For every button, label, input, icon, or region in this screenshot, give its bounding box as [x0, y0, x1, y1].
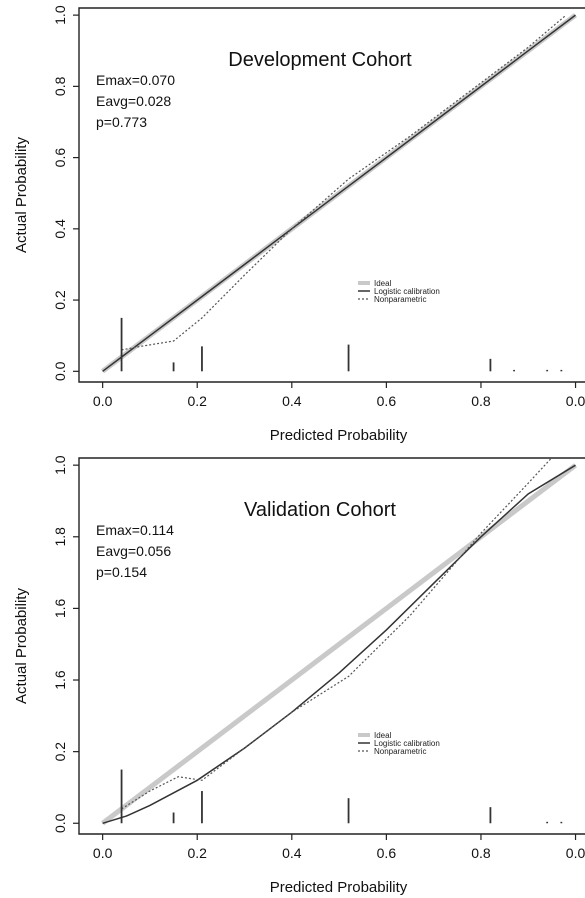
- development-stat-p-value: p=0.773: [96, 114, 147, 130]
- development-stat-emax: Emax=0.070: [96, 72, 175, 88]
- validation-stat-p-value: p=0.154: [96, 564, 147, 580]
- validation-y-tick-label: 0.0: [52, 813, 68, 833]
- development-legend-nonparametric-label: Nonparametric: [374, 295, 426, 304]
- validation-legend-nonparametric-label: Nonparametric: [374, 747, 426, 756]
- validation-x-tick-label: 0.6: [377, 845, 397, 861]
- development-y-axis-title: Actual Probability: [13, 137, 30, 253]
- development-stat-eavg: Eavg=0.028: [96, 93, 171, 109]
- development-y-tick-label: 1.0: [52, 5, 68, 25]
- validation-logistic-calibration-line: [102, 464, 576, 825]
- validation-x-tick-label: 0.0: [566, 845, 585, 861]
- validation-stat-emax: Emax=0.114: [96, 522, 174, 538]
- validation-x-tick-label: 0.0: [93, 845, 113, 861]
- validation-y-tick-label: 1.0: [52, 455, 68, 475]
- validation-y-axis-title: Actual Probability: [13, 588, 30, 704]
- development-x-axis-title: Predicted Probability: [270, 427, 408, 444]
- validation-ideal-line: [101, 463, 578, 826]
- development-x-tick-label: 0.0: [566, 393, 585, 409]
- validation-plot-frame: [78, 457, 585, 835]
- validation-chart-svg: 0.0 0.2 0.4 0.6 0.8 0.0 0.0 0.2 1.6 1.6 1.8 1.0 Pred…: [13, 455, 585, 896]
- development-y-tick-label: 0.6: [52, 148, 68, 168]
- development-legend-logistic-calibration-label: Logistic calibration: [374, 287, 440, 296]
- development-x-tick-label: 0.6: [377, 393, 397, 409]
- validation-x-tick-label: 0.2: [187, 845, 207, 861]
- development-y-tick-label: 0.4: [52, 219, 68, 239]
- development-x-tick-label: 0.0: [93, 393, 113, 409]
- validation-y-tick-label: 0.2: [52, 742, 68, 762]
- validation-x-axis-title: Predicted Probability: [270, 879, 408, 896]
- development-nonparametric-line: [121, 14, 567, 351]
- validation-x-tick-label: 0.4: [282, 845, 302, 861]
- development-chart-svg: 0.0 0.2 0.4 0.6 0.8 0.0 0.0 0.2 0.4 0.6 0.8 1.0 Pred…: [13, 5, 585, 444]
- validation-calibration-plot: 0.0 0.2 0.4 0.6 0.8 0.0 0.0 0.2 1.6 1.6 1.8 1.0 Pred…: [0, 449, 585, 898]
- development-plot-frame: [78, 7, 585, 383]
- validation-title: Validation Cohort: [244, 499, 396, 521]
- development-y-tick-label: 0.0: [52, 361, 68, 381]
- validation-nonparametric-line: [121, 458, 553, 810]
- validation-y-tick-label: 1.6: [52, 670, 68, 690]
- development-series-group: [101, 13, 578, 374]
- development-title: Development Cohort: [228, 49, 412, 71]
- validation-x-tick-label: 0.8: [471, 845, 491, 861]
- development-y-tick-label: 0.2: [52, 290, 68, 310]
- development-y-tick-label: 0.8: [52, 76, 68, 96]
- validation-y-tick-label: 1.8: [52, 527, 68, 547]
- development-x-tick-label: 0.4: [282, 393, 302, 409]
- development-x-tick-label: 0.2: [187, 393, 207, 409]
- development-legend-ideal-label: Ideal: [374, 279, 392, 288]
- validation-legend-ideal-label: Ideal: [374, 731, 392, 740]
- validation-legend-logistic-calibration-label: Logistic calibration: [374, 739, 440, 748]
- validation-y-tick-label: 1.6: [52, 598, 68, 618]
- development-logistic-calibration-line: [102, 14, 576, 372]
- development-calibration-plot: 0.0 0.2 0.4 0.6 0.8 0.0 0.0 0.2 0.4 0.6 0.8 1.0 Pred…: [13, 5, 585, 444]
- validation-stat-eavg: Eavg=0.056: [96, 543, 171, 559]
- development-x-tick-label: 0.8: [471, 393, 491, 409]
- validation-series-group: [101, 458, 578, 826]
